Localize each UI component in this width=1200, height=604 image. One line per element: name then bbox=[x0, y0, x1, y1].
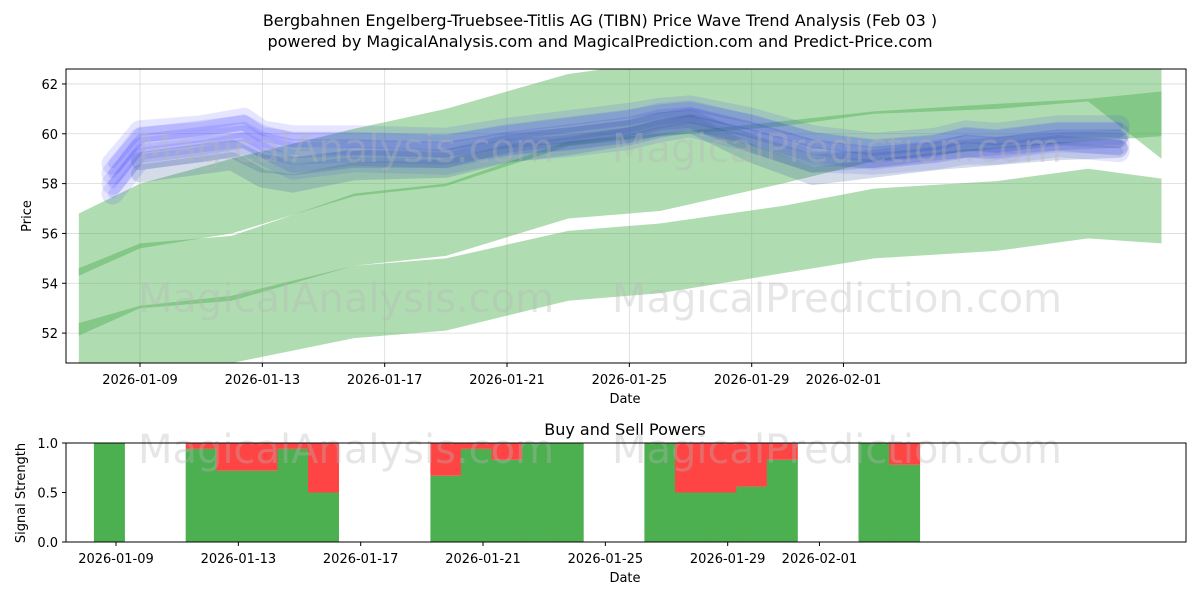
buy-power-bar bbox=[460, 448, 492, 542]
buy-power-bar bbox=[675, 492, 706, 542]
sell-power-bar bbox=[277, 443, 309, 449]
signal-x-tick-label: 2026-01-29 bbox=[690, 552, 766, 567]
sell-power-bar bbox=[430, 443, 462, 476]
signal-y-tick-label: 0.5 bbox=[37, 487, 58, 502]
watermark-left: MagicalAnalysis.com bbox=[138, 427, 554, 473]
price-chart-watermarks: MagicalAnalysis.com MagicalPrediction.co… bbox=[138, 126, 1062, 322]
price-x-tick-label: 2026-01-25 bbox=[592, 373, 668, 388]
signal-chart-y-label: Signal Strength bbox=[14, 443, 29, 543]
signal-x-tick-label: 2026-02-01 bbox=[782, 552, 858, 567]
price-x-tick-label: 2026-02-01 bbox=[806, 373, 882, 388]
sell-power-bar bbox=[705, 443, 737, 493]
price-bands bbox=[78, 69, 1162, 363]
price-y-tick-label: 54 bbox=[41, 277, 58, 292]
price-band-area bbox=[78, 91, 1162, 336]
sell-power-bar bbox=[185, 443, 217, 449]
chart-title-line1: Bergbahnen Engelberg-Truebsee-Titlis AG … bbox=[263, 11, 937, 30]
price-wave-core bbox=[108, 114, 1124, 189]
watermark-right: MagicalPrediction.com bbox=[612, 427, 1062, 473]
price-wave-core bbox=[108, 101, 1124, 169]
buy-power-bar bbox=[858, 443, 890, 542]
price-band-area bbox=[78, 168, 1162, 363]
sell-power-bar bbox=[308, 443, 339, 493]
signal-chart-title: Buy and Sell Powers bbox=[544, 420, 706, 439]
price-band-area bbox=[78, 69, 1162, 276]
price-waves bbox=[101, 95, 1130, 205]
buy-power-bar bbox=[308, 492, 339, 542]
price-y-tick-label: 62 bbox=[41, 78, 58, 93]
signal-y-tick-label: 0.0 bbox=[37, 536, 58, 551]
sell-power-bar bbox=[675, 443, 706, 493]
price-x-tick-label: 2026-01-21 bbox=[469, 373, 545, 388]
buy-power-bar bbox=[889, 464, 921, 542]
sell-power-bar bbox=[889, 443, 921, 465]
signal-x-tick-label: 2026-01-17 bbox=[323, 552, 399, 567]
buy-power-bar bbox=[93, 443, 125, 542]
price-chart-x-label: Date bbox=[609, 392, 640, 407]
buy-power-bar bbox=[185, 448, 217, 542]
signal-chart-x-ticks: 2026-01-09 2026-01-13 2026-01-17 2026-01-21… bbox=[78, 542, 857, 567]
buy-power-bar bbox=[522, 443, 554, 542]
price-chart-y-label: Price bbox=[20, 200, 35, 232]
price-chart-x-ticks: 2026-01-09 2026-01-13 2026-01-17 2026-01-21… bbox=[102, 363, 881, 388]
watermark-right: MagicalPrediction.com bbox=[612, 126, 1062, 172]
price-x-tick-label: 2026-01-17 bbox=[347, 373, 423, 388]
price-trend-line bbox=[131, 109, 1128, 176]
chart-title-line2: powered by MagicalAnalysis.com and Magic… bbox=[267, 32, 932, 51]
sell-power-bar bbox=[736, 443, 768, 487]
buy-power-bar bbox=[216, 470, 248, 542]
price-x-tick-label: 2026-01-13 bbox=[225, 373, 301, 388]
price-wave-line bbox=[101, 100, 1130, 185]
signal-bars bbox=[93, 443, 921, 542]
price-x-tick-label: 2026-01-29 bbox=[714, 373, 790, 388]
price-y-tick-label: 52 bbox=[41, 327, 58, 342]
buy-power-bar bbox=[430, 475, 462, 542]
price-chart-grid bbox=[66, 69, 1186, 363]
signal-x-tick-label: 2026-01-25 bbox=[568, 552, 644, 567]
buy-power-bar bbox=[766, 459, 798, 542]
signal-chart-watermarks: MagicalAnalysis.com MagicalPrediction.co… bbox=[138, 427, 1062, 473]
watermark-right: MagicalPrediction.com bbox=[612, 276, 1062, 322]
watermark-left: MagicalAnalysis.com bbox=[138, 126, 554, 172]
signal-x-tick-label: 2026-01-13 bbox=[201, 552, 277, 567]
price-y-tick-label: 58 bbox=[41, 178, 58, 193]
sell-power-bar bbox=[460, 443, 492, 449]
signal-y-tick-label: 1.0 bbox=[37, 437, 58, 452]
price-wave-line bbox=[101, 107, 1130, 195]
buy-power-bar bbox=[644, 443, 676, 542]
buy-power-bar bbox=[246, 470, 278, 542]
price-trend-line bbox=[131, 114, 1128, 193]
sell-power-bar bbox=[491, 443, 523, 460]
buy-power-bar bbox=[736, 486, 768, 542]
signal-x-tick-label: 2026-01-09 bbox=[78, 552, 154, 567]
price-wave-core bbox=[108, 106, 1124, 179]
signal-x-tick-label: 2026-01-21 bbox=[445, 552, 521, 567]
sell-power-bar bbox=[216, 443, 248, 471]
price-wave-line bbox=[101, 115, 1130, 205]
signal-chart-y-ticks: 0.0 0.5 1.0 bbox=[37, 437, 66, 551]
price-x-tick-label: 2026-01-09 bbox=[102, 373, 178, 388]
price-wave-line bbox=[101, 95, 1130, 175]
signal-chart-x-label: Date bbox=[609, 571, 640, 586]
buy-power-bar bbox=[491, 459, 523, 542]
price-y-tick-label: 60 bbox=[41, 128, 58, 143]
sell-power-bar bbox=[246, 443, 278, 471]
price-chart-y-ticks: 52 54 56 58 60 62 bbox=[41, 78, 66, 342]
price-wave-core bbox=[108, 121, 1124, 199]
buy-power-bar bbox=[277, 448, 309, 542]
buy-power-bar bbox=[705, 492, 737, 542]
watermark-left: MagicalAnalysis.com bbox=[138, 276, 554, 322]
sell-power-bar bbox=[766, 443, 798, 460]
price-chart-frame bbox=[65, 68, 1187, 364]
price-y-tick-label: 56 bbox=[41, 227, 58, 242]
buy-power-bar bbox=[552, 443, 584, 542]
